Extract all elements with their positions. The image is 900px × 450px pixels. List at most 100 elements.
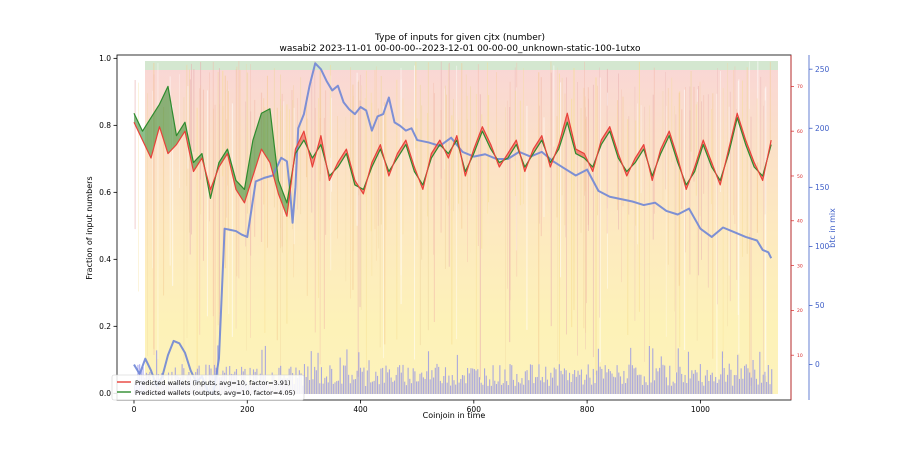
bottom-bar (726, 374, 729, 394)
bottom-bar (562, 374, 564, 394)
bottom-bar (387, 372, 389, 394)
bottom-bar (764, 371, 766, 394)
bottom-bar (315, 370, 317, 394)
y2-tick-label: 70 (797, 84, 803, 90)
bottom-bar (512, 379, 515, 394)
bottom-bar (611, 373, 613, 394)
bottom-bar (636, 375, 639, 394)
bottom-bar (339, 357, 341, 394)
bottom-bar (426, 371, 428, 394)
bottom-bar (412, 368, 414, 394)
y2-tick-label: 10 (797, 353, 803, 359)
bottom-bar (635, 367, 637, 394)
y3-axis-label: btc in mix (828, 208, 837, 248)
bottom-bar (380, 368, 382, 394)
bottom-bar (468, 373, 470, 394)
bottom-bar (599, 366, 601, 394)
bottom-bar (706, 369, 708, 394)
bottom-bar (737, 354, 739, 394)
bottom-bar (575, 376, 577, 394)
bottom-bar (531, 364, 533, 394)
bottom-bar (458, 382, 460, 394)
bottom-bar (665, 377, 667, 394)
bottom-bar (478, 377, 481, 394)
bottom-bar (492, 365, 494, 394)
bottom-bar (616, 365, 618, 394)
bottom-bar (670, 385, 673, 394)
bottom-bar (648, 345, 650, 394)
bottom-bar (463, 375, 465, 394)
bottom-bar (378, 384, 380, 394)
chart-subtitle: wasabi2 2023-11-01 00-00-00--2023-12-01 … (280, 44, 641, 54)
wallets-difference-fill (261, 108, 270, 163)
bottom-bar (526, 370, 528, 394)
bottom-bar (383, 382, 385, 394)
bottom-bar (489, 379, 491, 394)
bottom-bar (342, 365, 345, 394)
bottom-bar (730, 369, 732, 394)
bottom-bar (743, 365, 746, 394)
bottom-bar (438, 366, 440, 394)
bottom-bar (689, 378, 691, 394)
wallets-difference-fill (252, 113, 262, 176)
legend-label-outputs: Predicted wallets (outputs, avg=10, fact… (135, 389, 295, 397)
bottom-bar (353, 379, 355, 394)
bottom-bar (393, 380, 396, 394)
bottom-bar (502, 383, 504, 394)
bottom-bar (346, 349, 348, 394)
bottom-bar (499, 365, 501, 394)
bottom-bar (536, 376, 538, 394)
bottom-bar (334, 382, 336, 394)
bottom-bar (619, 376, 622, 394)
bottom-bar (732, 385, 734, 394)
bottom-bar (657, 371, 659, 394)
bottom-bar (718, 379, 720, 394)
bottom-bar (436, 363, 438, 394)
bottom-bar (473, 369, 475, 394)
bottom-bar (750, 377, 752, 394)
bottom-bar (487, 385, 489, 394)
bottom-bar (602, 378, 605, 394)
bottom-bar (495, 384, 498, 394)
bottom-bar (767, 364, 769, 394)
bottom-bar (327, 382, 329, 394)
y2-tick-label: 50 (797, 174, 803, 180)
bottom-bar (735, 375, 737, 394)
bottom-bar (446, 382, 448, 394)
legend-label-inputs: Predicted wallets (inputs, avg=10, facto… (135, 379, 291, 387)
bottom-bar (475, 370, 477, 394)
bottom-bar (742, 378, 744, 394)
bottom-bar (460, 378, 462, 394)
bottom-bar (312, 379, 314, 394)
y2-tick-label: 30 (797, 263, 803, 269)
bottom-bar (633, 368, 635, 394)
bottom-bar (747, 368, 749, 394)
bottom-bar (596, 370, 598, 394)
bottom-bar (410, 383, 413, 394)
bottom-bar (371, 381, 373, 394)
x-axis-label: Coinjoin in time (423, 411, 486, 420)
bottom-bar (461, 375, 464, 394)
bottom-bar (366, 370, 368, 394)
bottom-bar (336, 381, 338, 394)
y-tick-label: 0.8 (99, 121, 111, 130)
bottom-bar (664, 365, 666, 394)
bottom-bar (710, 374, 712, 394)
bottom-bar (309, 380, 311, 394)
bottom-bar (653, 380, 656, 394)
bottom-bar (606, 372, 608, 394)
y3-tick-label: 150 (815, 183, 830, 192)
x-tick-label: 600 (467, 405, 482, 414)
bottom-bar (317, 352, 319, 394)
bottom-bar (642, 384, 644, 394)
bottom-bar (574, 370, 576, 394)
bottom-bar (455, 384, 457, 394)
y3-tick-label: 250 (815, 65, 830, 74)
bottom-bar (368, 360, 370, 394)
bottom-bar (550, 372, 552, 394)
bottom-bar (708, 380, 710, 394)
bottom-bar (540, 380, 542, 394)
bottom-bar (382, 367, 384, 394)
bottom-bar (519, 383, 521, 394)
bottom-bar (630, 347, 632, 394)
